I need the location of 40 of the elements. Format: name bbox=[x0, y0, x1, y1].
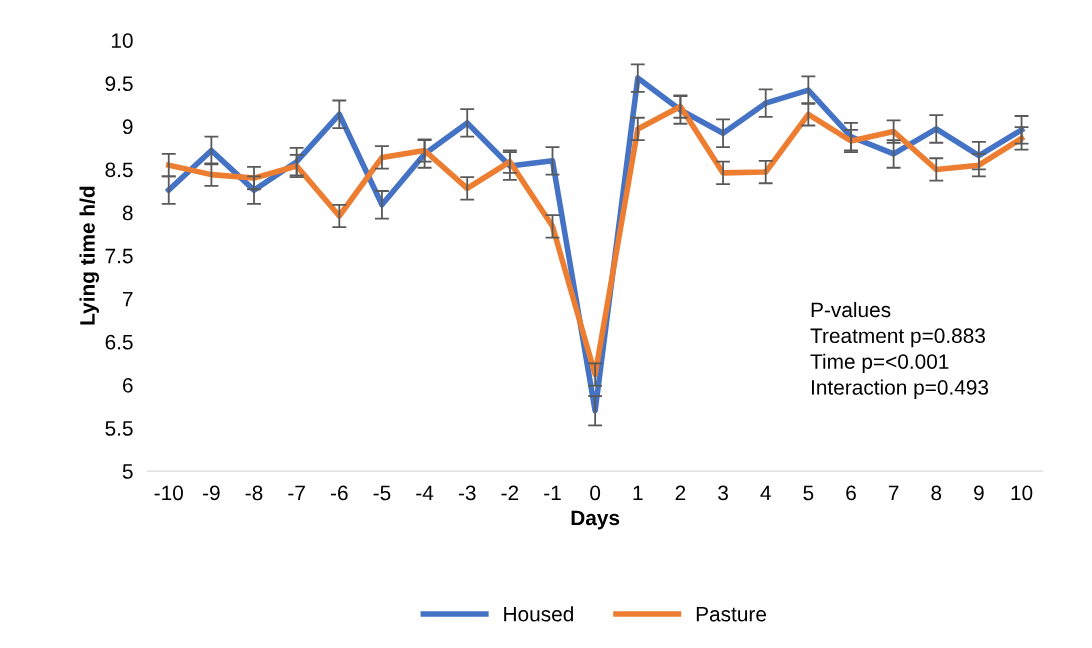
x-axis-title: Days bbox=[571, 510, 620, 530]
x-tick-label: 5 bbox=[803, 485, 814, 501]
legend-label: Housed bbox=[504, 606, 573, 622]
y-tick-label: 7 bbox=[123, 291, 133, 307]
x-tick-label: 6 bbox=[846, 485, 856, 501]
x-tick-label: -3 bbox=[458, 485, 476, 501]
x-tick-label: -7 bbox=[288, 485, 305, 501]
annotation: Time p=<0.001 bbox=[810, 353, 949, 374]
y-tick-label: 9 bbox=[122, 119, 133, 135]
x-tick-label: 0 bbox=[590, 485, 601, 501]
x-tick-label: 8 bbox=[931, 485, 942, 501]
legend-label: Pasture bbox=[696, 606, 767, 622]
y-tick-label: 6 bbox=[123, 377, 133, 393]
y-tick-label: 9.5 bbox=[105, 76, 133, 92]
x-tick-label: -6 bbox=[330, 485, 348, 501]
y-tick-label: 7.5 bbox=[105, 248, 133, 264]
x-tick-label: 1 bbox=[633, 485, 643, 501]
annotation: Treatment p=0.883 bbox=[810, 328, 985, 348]
x-tick-label: -4 bbox=[416, 485, 434, 501]
y-tick-label: 8 bbox=[122, 205, 133, 221]
x-tick-label: -8 bbox=[245, 485, 263, 501]
annotation: P-values bbox=[811, 301, 891, 318]
x-tick-label: -10 bbox=[154, 485, 183, 501]
x-tick-label: -9 bbox=[203, 485, 220, 501]
y-tick-label: 5 bbox=[122, 464, 133, 479]
x-tick-label: 10 bbox=[1011, 485, 1033, 501]
x-tick-label: 2 bbox=[675, 485, 686, 501]
x-tick-label: 3 bbox=[718, 485, 728, 501]
x-tick-label: 9 bbox=[974, 485, 984, 501]
x-tick-label: 7 bbox=[888, 485, 899, 501]
y-tick-label: 8.5 bbox=[105, 162, 133, 178]
x-tick-label: -1 bbox=[544, 485, 561, 501]
x-tick-label: -2 bbox=[501, 485, 519, 501]
x-tick-label: 4 bbox=[760, 485, 771, 501]
y-tick-label: 10 bbox=[111, 33, 133, 48]
annotation: Interaction p=0.493 bbox=[811, 379, 989, 399]
y-tick-label: 5.5 bbox=[105, 421, 133, 436]
x-tick-label: -5 bbox=[373, 485, 391, 501]
y-tick-label: 6.5 bbox=[105, 334, 133, 350]
y-axis-title: Lying time h/d bbox=[79, 186, 100, 325]
